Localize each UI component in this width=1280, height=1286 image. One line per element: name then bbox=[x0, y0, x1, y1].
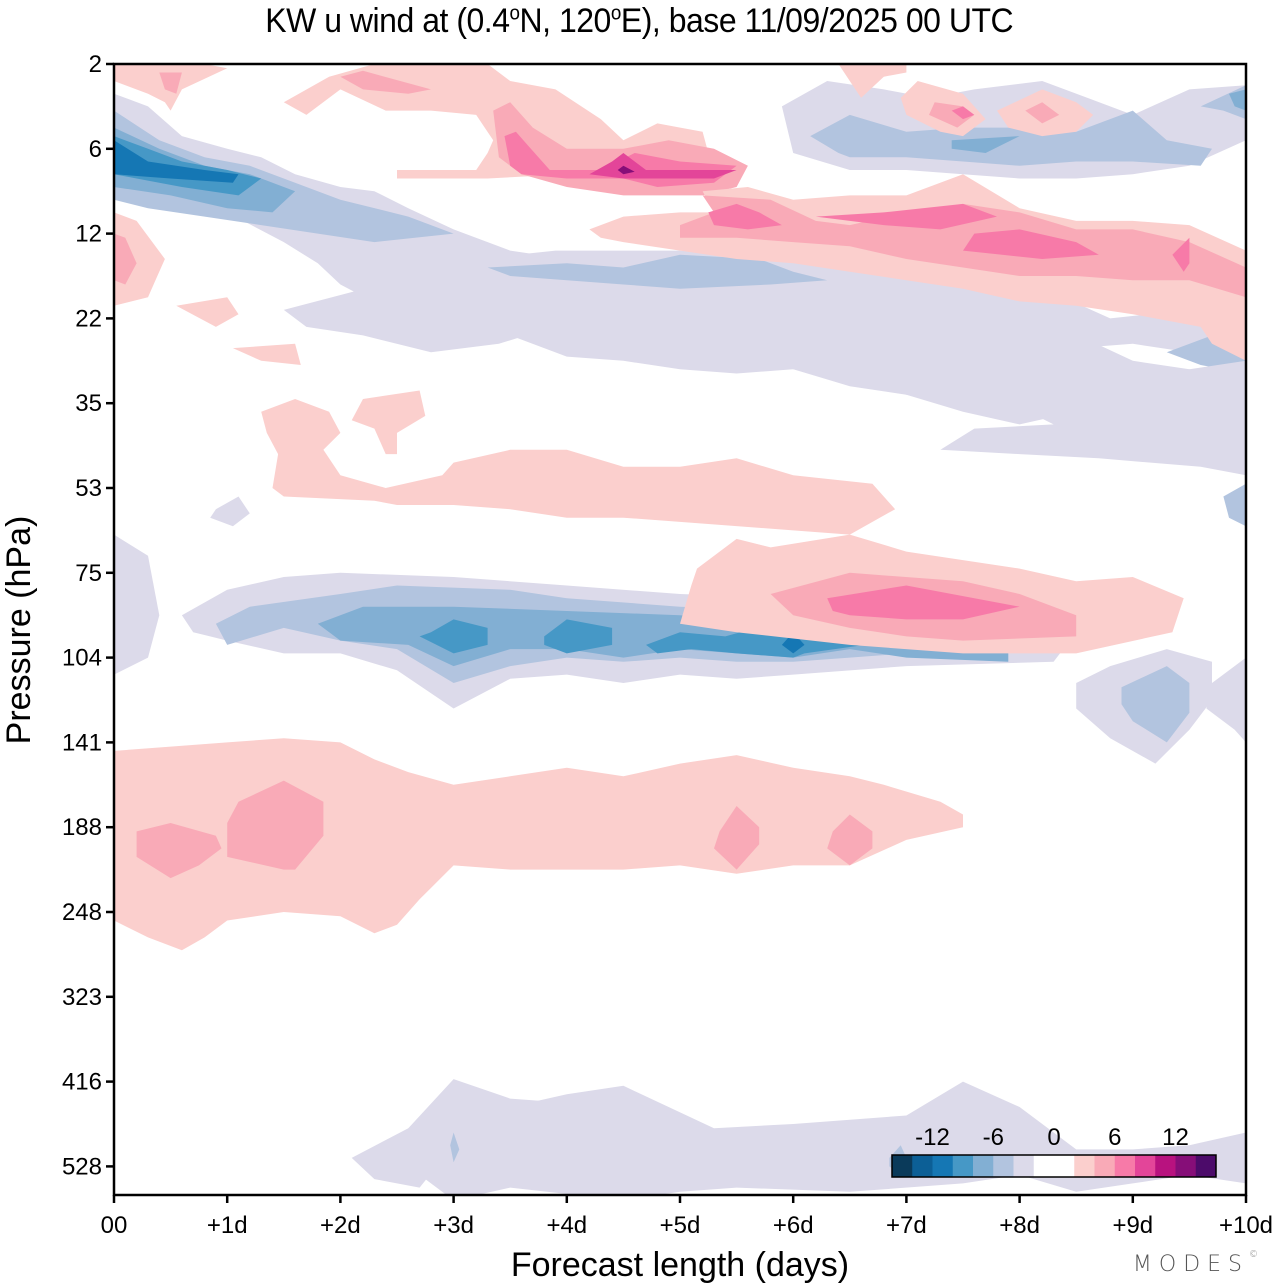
contour-region-pos-1 bbox=[261, 399, 896, 535]
contour-region-pos-2 bbox=[1025, 102, 1060, 124]
contour-region-neg-5 bbox=[781, 632, 805, 654]
contour-region-pos-3 bbox=[815, 203, 997, 230]
x-tick-label: +6d bbox=[773, 1212, 814, 1239]
y-tick-label: 323 bbox=[62, 984, 102, 1011]
colorbar-swatch bbox=[892, 1155, 913, 1177]
y-tick-label: 35 bbox=[75, 390, 102, 417]
x-tick-label: +10d bbox=[1219, 1212, 1273, 1239]
contour-region-pos-1 bbox=[176, 297, 239, 327]
contour-region-pos-3 bbox=[827, 585, 1020, 620]
colorbar-swatch bbox=[993, 1155, 1014, 1177]
colorbar-swatch bbox=[1135, 1155, 1156, 1177]
x-tick-label: +1d bbox=[207, 1212, 248, 1239]
contour-region-pos-3 bbox=[1172, 237, 1190, 272]
contour-region-neg-2 bbox=[114, 110, 454, 243]
x-tick-label: +5d bbox=[660, 1212, 701, 1239]
x-tick-label: +7d bbox=[886, 1212, 927, 1239]
contour-region-neg-4 bbox=[646, 623, 896, 658]
colorbar: -12 -6 0 6 12 bbox=[891, 1124, 1217, 1178]
contour-region-pos-2 bbox=[340, 70, 431, 94]
contour-region-neg-1 bbox=[283, 250, 1246, 361]
colorbar-swatch bbox=[952, 1155, 974, 1177]
contour-region-neg-3 bbox=[317, 606, 1009, 667]
colorbar-swatch bbox=[1175, 1155, 1197, 1177]
contour-region-neg-1 bbox=[793, 343, 1246, 476]
contour-region-pos-1 bbox=[114, 212, 165, 306]
contour-region-neg-3 bbox=[1229, 89, 1246, 111]
contour-region-pos-2 bbox=[159, 72, 182, 94]
contour-region-neg-2 bbox=[450, 1132, 460, 1163]
colorbar-swatch bbox=[1114, 1155, 1136, 1177]
colorbar-swatch bbox=[973, 1155, 994, 1177]
colorbar-swatch bbox=[1013, 1155, 1035, 1177]
colorbar-label: 12 bbox=[1162, 1124, 1189, 1151]
x-tick-label: 00 bbox=[101, 1212, 128, 1239]
y-tick-label: 12 bbox=[75, 221, 102, 248]
colorbar-swatch bbox=[1074, 1155, 1095, 1177]
x-axis: 00 +1d +2d +3d +4d +5d +6d +7d +8d +9d +10d bbox=[101, 1195, 1273, 1239]
colorbar-swatch bbox=[912, 1155, 933, 1177]
contour-region-pos-2 bbox=[136, 823, 222, 879]
colorbar-swatch bbox=[1155, 1155, 1176, 1177]
contour-region-neg-1 bbox=[1206, 657, 1246, 743]
y-axis: 2 6 12 22 35 53 75 104 141 188 248 323 416 528 bbox=[62, 51, 114, 1180]
y-tick-label: 22 bbox=[75, 305, 102, 332]
y-tick-label: 6 bbox=[89, 136, 102, 163]
contour-region-pos-1 bbox=[232, 343, 301, 365]
y-tick-label: 75 bbox=[75, 560, 102, 587]
contour-region-neg-5 bbox=[114, 140, 239, 183]
modes-logo: MODES© bbox=[1132, 1250, 1258, 1277]
y-tick-label: 188 bbox=[62, 814, 102, 841]
colorbar-swatch bbox=[1094, 1155, 1116, 1177]
contour-region-neg-4 bbox=[544, 619, 613, 654]
contour-region-neg-2 bbox=[1223, 483, 1246, 527]
contour-region-neg-2 bbox=[487, 254, 828, 289]
colorbar-swatch bbox=[1195, 1155, 1217, 1177]
colorbar-frame bbox=[891, 1154, 1217, 1178]
contour-fill-layer bbox=[114, 64, 1246, 1195]
contour-region-neg-3 bbox=[951, 136, 1020, 153]
contour-region-pos-2 bbox=[827, 814, 873, 866]
colorbar-label: -6 bbox=[983, 1124, 1004, 1151]
x-tick-label: +8d bbox=[999, 1212, 1040, 1239]
contour-region-pos-3 bbox=[951, 106, 975, 120]
y-tick-label: 416 bbox=[62, 1069, 102, 1096]
x-tick-label: +4d bbox=[546, 1212, 587, 1239]
contour-region-pos-1 bbox=[114, 738, 963, 951]
x-tick-label: +3d bbox=[433, 1212, 474, 1239]
y-tick-label: 248 bbox=[62, 899, 102, 926]
colorbar-swatch bbox=[1033, 1155, 1055, 1177]
x-axis-title: Forecast length (days) bbox=[511, 1246, 849, 1284]
y-tick-label: 53 bbox=[75, 475, 102, 502]
contour-region-pos-1 bbox=[351, 390, 426, 455]
contour-region-neg-1 bbox=[114, 534, 160, 675]
colorbar-swatch bbox=[1054, 1155, 1075, 1177]
contour-region-pos-3 bbox=[708, 203, 782, 230]
y-axis-title: Pressure (hPa) bbox=[0, 516, 38, 745]
contour-region-neg-1 bbox=[351, 1079, 567, 1188]
chart-title: KW u wind at (0.4oN, 120oE), base 11/09/… bbox=[265, 2, 1014, 40]
contour-region-neg-1 bbox=[210, 496, 250, 527]
contour-region-neg-2 bbox=[1121, 666, 1190, 743]
contour-region-pos-6 bbox=[617, 165, 635, 175]
colorbar-label: -12 bbox=[915, 1124, 950, 1151]
y-tick-label: 104 bbox=[62, 645, 102, 672]
colorbar-swatch bbox=[932, 1155, 954, 1177]
y-tick-label: 141 bbox=[62, 729, 102, 756]
x-tick-label: +9d bbox=[1112, 1212, 1153, 1239]
contour-region-pos-2 bbox=[227, 780, 324, 870]
contour-region-pos-2 bbox=[714, 806, 760, 870]
y-tick-label: 528 bbox=[62, 1153, 102, 1180]
x-tick-label: +2d bbox=[320, 1212, 361, 1239]
contour-region-pos-2 bbox=[114, 233, 137, 285]
contour-region-pos-2 bbox=[680, 195, 1246, 298]
contour-region-pos-1 bbox=[838, 64, 907, 98]
colorbar-label: 6 bbox=[1108, 1124, 1121, 1151]
y-tick-label: 2 bbox=[89, 51, 102, 78]
colorbar-label: 0 bbox=[1047, 1124, 1060, 1151]
contour-region-pos-3 bbox=[963, 229, 1099, 259]
contour-region-neg-4 bbox=[419, 619, 488, 654]
